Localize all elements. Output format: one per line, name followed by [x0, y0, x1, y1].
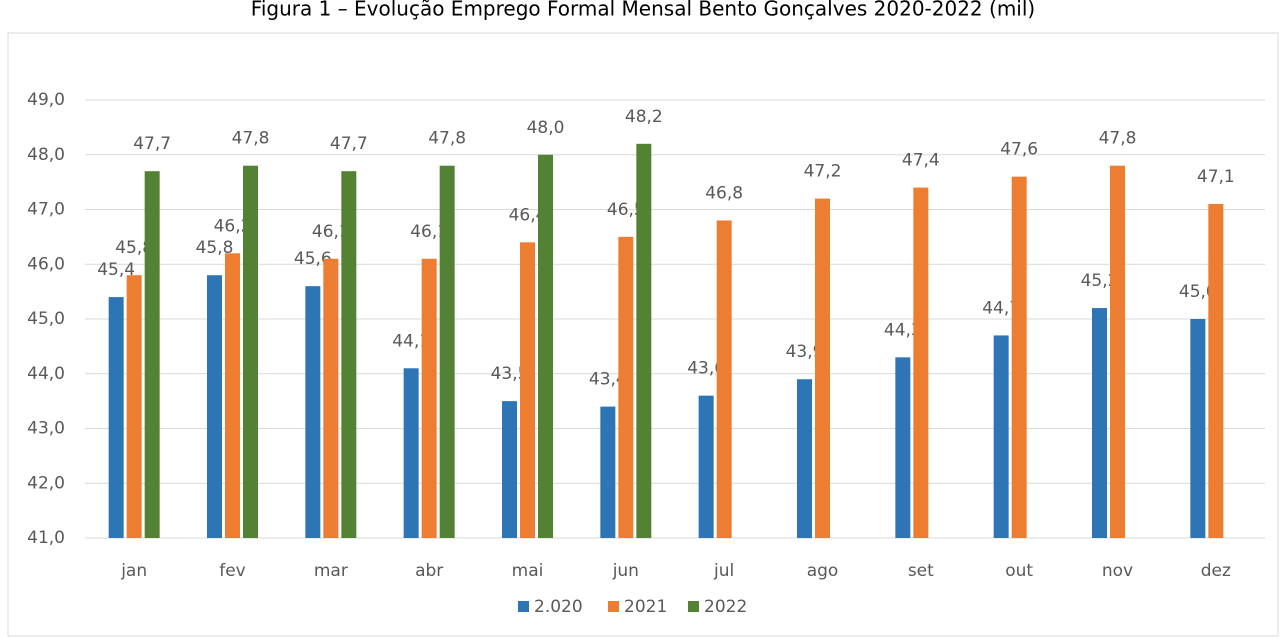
x-tick-label: nov: [1102, 561, 1133, 581]
x-tick-label: mai: [512, 561, 544, 581]
x-tick-label: out: [1005, 561, 1033, 581]
bar: [520, 242, 535, 538]
bar: [1190, 319, 1206, 538]
x-tick-label: jul: [713, 561, 734, 581]
value-label: 46,1: [312, 222, 350, 242]
x-tick-label: jun: [612, 561, 639, 581]
bar: [1011, 176, 1027, 538]
x-tick-label: dez: [1201, 561, 1231, 581]
y-tick-label: 45,0: [27, 309, 65, 329]
bar: [421, 258, 437, 538]
value-label: 47,2: [804, 162, 842, 182]
y-tick-label: 49,0: [27, 90, 65, 110]
bar: [243, 165, 258, 538]
value-label: 44,3: [884, 320, 922, 340]
x-tick-label: jan: [120, 561, 147, 581]
bar: [797, 379, 812, 538]
x-tick-label: set: [908, 561, 934, 581]
bar: [207, 275, 222, 538]
y-tick-label: 44,0: [27, 364, 65, 384]
legend-swatch: [518, 601, 529, 612]
value-label: 43,5: [491, 364, 529, 384]
x-tick-label: fev: [219, 561, 246, 581]
bar: [636, 143, 652, 539]
value-label: 47,8: [232, 129, 270, 149]
chart-title: Figura 1 – Evolução Emprego Formal Mensa…: [251, 0, 1035, 21]
y-tick-label: 41,0: [27, 528, 65, 548]
bar: [618, 236, 634, 538]
bar: [305, 286, 321, 538]
value-label: 46,1: [410, 222, 448, 242]
y-tick-label: 43,0: [27, 419, 65, 439]
bar: [439, 165, 455, 538]
value-label: 45,8: [196, 238, 234, 258]
bar: [993, 335, 1009, 538]
legend-label: 2.020: [534, 597, 583, 617]
value-label: 46,8: [705, 183, 743, 203]
value-label: 43,9: [786, 342, 824, 362]
legend-label: 2022: [704, 597, 747, 617]
value-label: 47,8: [1099, 129, 1137, 149]
y-tick-label: 42,0: [27, 473, 65, 493]
bar: [341, 171, 357, 539]
value-label: 47,7: [133, 134, 171, 154]
bar: [225, 253, 240, 539]
value-label: 46,4: [509, 205, 547, 225]
bar: [1110, 165, 1125, 538]
y-tick-label: 47,0: [27, 200, 65, 220]
bar: [1092, 308, 1107, 538]
y-tick-label: 46,0: [27, 254, 65, 274]
value-label: 47,1: [1197, 167, 1235, 187]
bar: [323, 258, 339, 538]
x-tick-label: mar: [314, 561, 348, 581]
value-label: 45,2: [1081, 271, 1119, 291]
bar: [698, 395, 714, 538]
y-tick-label: 48,0: [27, 145, 65, 165]
bar: [895, 357, 911, 538]
value-label: 43,6: [687, 359, 725, 379]
x-tick-label: ago: [807, 561, 839, 581]
bar: [144, 171, 160, 539]
legend-label: 2021: [624, 597, 667, 617]
bar: [913, 187, 929, 538]
bar: [108, 297, 124, 538]
value-label: 46,2: [214, 216, 252, 236]
value-label: 44,1: [392, 331, 430, 351]
value-label: 44,7: [982, 298, 1020, 318]
bar: [538, 154, 553, 538]
value-label: 48,0: [527, 118, 565, 138]
value-label: 47,4: [902, 151, 940, 171]
bar: [126, 275, 142, 538]
value-label: 48,2: [625, 107, 663, 127]
value-label: 45,8: [115, 238, 153, 258]
value-label: 45,4: [97, 260, 135, 280]
legend-swatch: [688, 601, 699, 612]
bar: [403, 368, 419, 538]
legend-swatch: [608, 601, 619, 612]
value-label: 43,4: [589, 370, 627, 390]
x-tick-label: abr: [415, 561, 443, 581]
value-label: 47,8: [428, 129, 466, 149]
value-label: 46,5: [607, 200, 645, 220]
value-label: 45,0: [1179, 282, 1217, 302]
bar: [815, 198, 830, 539]
value-label: 47,6: [1000, 140, 1038, 160]
bar: [502, 401, 517, 538]
bar: [1208, 204, 1224, 538]
value-label: 47,7: [330, 134, 368, 154]
bar: [716, 220, 732, 538]
value-label: 45,6: [294, 249, 332, 269]
bar: [600, 406, 616, 538]
